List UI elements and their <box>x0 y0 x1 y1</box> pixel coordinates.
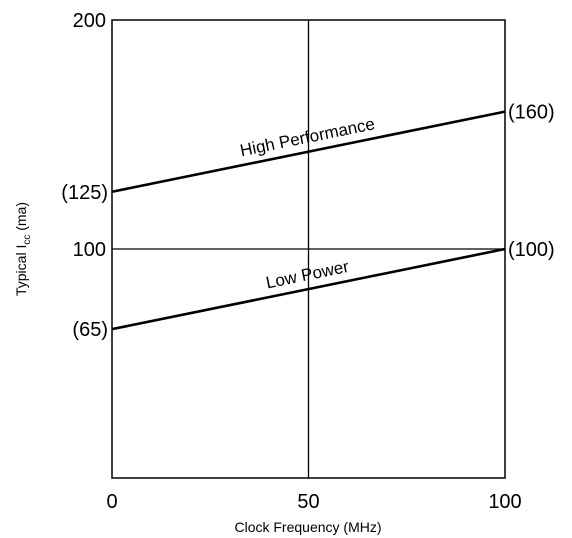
y-tick-labels: 200 100 <box>73 10 106 261</box>
x-axis-title: Clock Frequency (MHz) <box>234 519 381 535</box>
y-axis-title-main: Typical I <box>13 245 29 296</box>
series-name-low-power: Low Power <box>264 257 351 292</box>
y-axis-title: Typical Icc (ma) <box>13 202 33 296</box>
x-tick-label-1: 50 <box>297 491 319 513</box>
series-line-low-power <box>111 247 506 331</box>
y-axis-title-subscript: cc <box>22 235 33 245</box>
series-line-high-performance <box>111 110 506 194</box>
y-axis-title-suffix: (ma) <box>13 202 29 235</box>
series-end-label-low-power: (100) <box>508 239 555 261</box>
series-name-high-performance: High Performance <box>238 114 376 160</box>
grid-lines <box>112 20 505 478</box>
series-value-labels: (125) (160) (65) (100) <box>61 102 554 342</box>
series-lines <box>111 110 506 331</box>
series-end-label-high-performance: (160) <box>508 102 555 124</box>
series-start-label-low-power: (65) <box>72 319 108 341</box>
y-tick-label-1: 100 <box>73 239 106 261</box>
x-tick-labels: 0 50 100 <box>106 491 521 513</box>
series-start-label-high-performance: (125) <box>61 182 108 204</box>
y-tick-label-0: 200 <box>73 10 106 32</box>
x-tick-label-2: 100 <box>488 491 521 513</box>
x-tick-label-0: 0 <box>106 491 117 513</box>
